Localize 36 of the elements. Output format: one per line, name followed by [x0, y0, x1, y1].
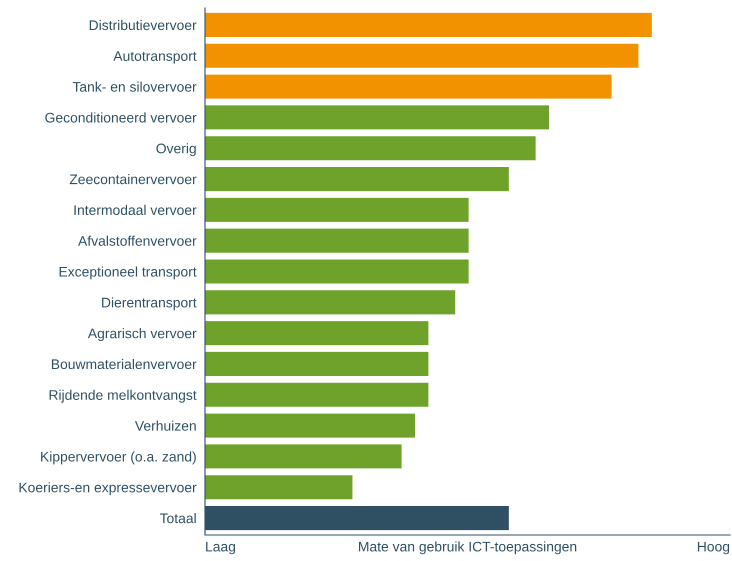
- bar: [205, 198, 469, 222]
- bar: [205, 74, 612, 99]
- y-tick-label: Rijdende melkontvangst: [50, 390, 197, 403]
- bar: [205, 382, 428, 407]
- bar: [205, 105, 550, 130]
- text: Hoog: [698, 542, 730, 554]
- bar: [205, 352, 428, 376]
- y-tick-label: Verhuizen: [134, 420, 196, 431]
- bar: [205, 414, 415, 438]
- y-tick-label: Bouwmaterialenvervoer: [52, 358, 196, 370]
- y-tick-label: Dierentransport: [102, 297, 197, 310]
- y-tick-label: Totaal: [160, 513, 196, 524]
- y-tick-label: Autotransport: [113, 51, 197, 64]
- y-tick-label: Exceptioneel transport: [60, 266, 197, 280]
- y-tick-label: Koeriers-en expressevervoer: [20, 482, 196, 496]
- bar: [205, 321, 428, 346]
- text: Laag: [206, 542, 235, 554]
- bar: [205, 167, 509, 192]
- bar: [205, 259, 469, 284]
- bar: [205, 136, 536, 160]
- bar: [205, 228, 469, 253]
- bar: [205, 444, 402, 468]
- bar: [205, 475, 352, 500]
- bar: [205, 44, 638, 68]
- y-tick-label: Zeecontainervervoer: [70, 174, 196, 184]
- y-tick-label: Tank- en silovervoer: [72, 82, 196, 92]
- y-tick-label: Intermodaal vervoer: [74, 204, 196, 216]
- bar: [205, 290, 456, 314]
- x-axis-title: Mate van gebruik ICT-toepassingen: [359, 541, 576, 554]
- y-tick-label: Afvalstoffenvervoer: [78, 236, 196, 246]
- y-tick-label: Overig: [156, 143, 196, 156]
- y-tick-label: Geconditioneerd vervoer: [45, 112, 196, 123]
- y-tick-label: Kippervervoer (o.a. zand): [41, 451, 196, 464]
- bar: [205, 12, 652, 37]
- y-tick-label: Agrarisch vervoer: [88, 328, 196, 342]
- y-tick-label: Distributievervoer: [90, 20, 196, 30]
